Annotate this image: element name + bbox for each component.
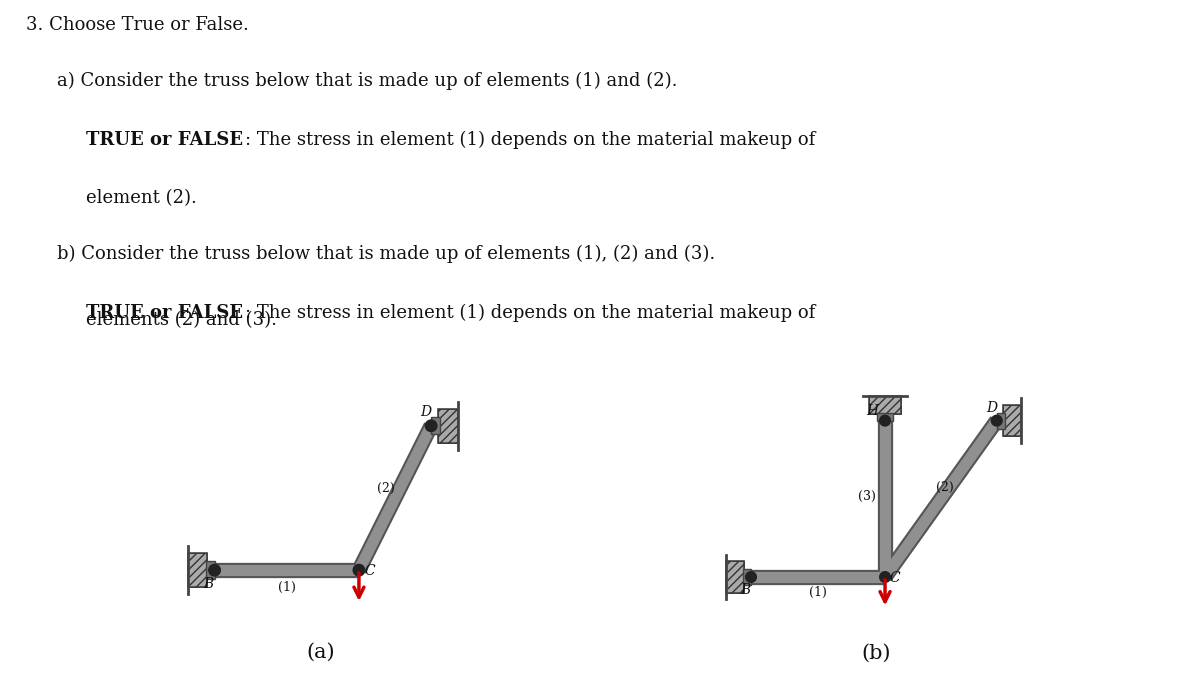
Text: elements (2) and (3).: elements (2) and (3). — [86, 311, 277, 329]
Text: (2): (2) — [936, 481, 954, 494]
Text: b) Consider the truss below that is made up of elements (1), (2) and (3).: b) Consider the truss below that is made… — [57, 245, 715, 263]
Bar — [206, 562, 214, 579]
Text: 3. Choose True or False.: 3. Choose True or False. — [26, 16, 249, 34]
Bar — [726, 562, 744, 593]
Bar — [726, 562, 744, 593]
Bar — [188, 554, 207, 587]
Bar — [1003, 405, 1021, 437]
Bar — [877, 413, 893, 421]
Text: (1): (1) — [808, 586, 826, 599]
Circle shape — [991, 415, 1002, 426]
Bar — [996, 413, 1005, 428]
Bar — [869, 396, 901, 414]
Circle shape — [426, 420, 437, 432]
Bar — [439, 409, 458, 443]
Text: C: C — [890, 571, 901, 585]
Circle shape — [880, 572, 890, 582]
Text: (a): (a) — [306, 643, 335, 662]
Bar — [188, 554, 207, 587]
Text: C: C — [365, 564, 374, 578]
Text: (b): (b) — [861, 643, 891, 662]
Text: (2): (2) — [377, 482, 395, 495]
Text: B: B — [740, 583, 751, 596]
Circle shape — [880, 415, 890, 426]
Bar — [431, 417, 440, 435]
Text: : The stress in element (1) depends on the material makeup of: : The stress in element (1) depends on t… — [245, 131, 816, 149]
Bar — [439, 409, 458, 443]
Text: B: B — [203, 577, 214, 591]
Text: : The stress in element (1) depends on the material makeup of: : The stress in element (1) depends on t… — [245, 303, 816, 322]
Text: a) Consider the truss below that is made up of elements (1) and (2).: a) Consider the truss below that is made… — [57, 72, 678, 90]
Bar — [743, 569, 751, 585]
Text: (1): (1) — [277, 581, 295, 594]
Text: H: H — [866, 404, 879, 418]
Circle shape — [353, 564, 365, 576]
Bar — [1003, 405, 1021, 437]
Circle shape — [745, 572, 756, 582]
Text: D: D — [420, 405, 431, 420]
Text: element (2).: element (2). — [86, 189, 197, 207]
Text: TRUE or FALSE: TRUE or FALSE — [86, 131, 243, 148]
Circle shape — [209, 564, 220, 576]
Text: (3): (3) — [859, 490, 877, 503]
Text: TRUE or FALSE: TRUE or FALSE — [86, 303, 243, 322]
Bar — [869, 396, 901, 414]
Text: D: D — [986, 401, 997, 415]
